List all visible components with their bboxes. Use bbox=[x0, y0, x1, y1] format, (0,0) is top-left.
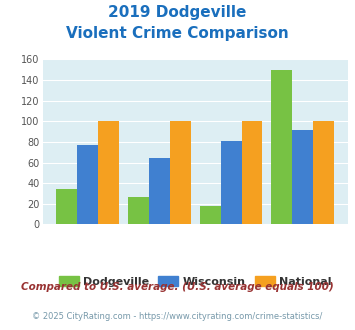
Legend: Dodgeville, Wisconsin, National: Dodgeville, Wisconsin, National bbox=[54, 272, 336, 291]
Bar bbox=[200, 206, 220, 224]
Bar bbox=[220, 141, 241, 224]
Text: © 2025 CityRating.com - https://www.cityrating.com/crime-statistics/: © 2025 CityRating.com - https://www.city… bbox=[32, 312, 323, 321]
Text: Compared to U.S. average. (U.S. average equals 100): Compared to U.S. average. (U.S. average … bbox=[21, 282, 334, 292]
Bar bbox=[170, 121, 191, 224]
Bar bbox=[313, 121, 334, 224]
Text: Violent Crime Comparison: Violent Crime Comparison bbox=[66, 26, 289, 41]
Bar bbox=[77, 145, 98, 224]
Bar bbox=[56, 189, 77, 224]
Bar bbox=[241, 121, 262, 224]
Text: 2019 Dodgeville: 2019 Dodgeville bbox=[108, 5, 247, 20]
Bar bbox=[271, 70, 292, 224]
Bar bbox=[149, 158, 170, 224]
Bar bbox=[292, 129, 313, 224]
Bar bbox=[98, 121, 119, 224]
Bar bbox=[128, 197, 149, 224]
